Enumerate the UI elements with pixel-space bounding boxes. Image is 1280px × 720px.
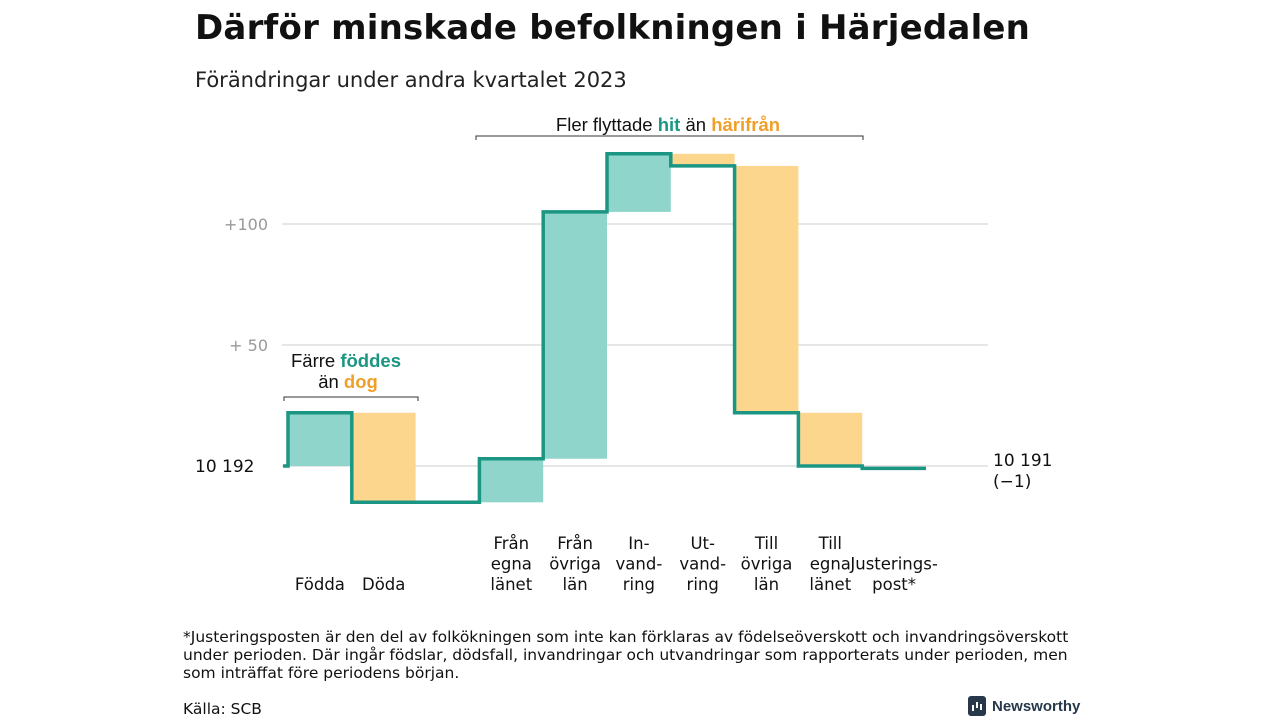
waterfall-chart: +100 + 50 10 192 10 191(−1) Födda Döda Från egn…: [195, 114, 1052, 594]
end-value-label: 10 191: [993, 451, 1052, 471]
category-label: post*: [872, 575, 916, 594]
category-label: Födda: [295, 575, 345, 594]
category-label: egna: [491, 555, 532, 574]
category-label: länet: [809, 575, 851, 594]
outflow-bar: [670, 153, 735, 166]
chart-subtitle: Förändringar under andra kvartalet 2023: [195, 68, 627, 92]
migration-annotation: Fler flyttade hit än härifrån: [556, 114, 780, 135]
category-label: övriga: [741, 555, 793, 574]
chart-title: Därför minskade befolkningen i Härjedale…: [195, 8, 1031, 48]
population-step-line: [283, 152, 926, 505]
category-label: län: [563, 575, 588, 594]
inflow-bar: [607, 153, 671, 212]
footnote: *Justeringsposten är den del av folkökni…: [183, 628, 1069, 682]
source-note: Källa: SCB: [183, 700, 262, 718]
category-label: Justerings-: [849, 555, 937, 574]
category-label: ring: [687, 575, 719, 594]
category-label: län: [754, 575, 779, 594]
category-label: Från: [493, 534, 529, 553]
category-label: vand-: [679, 555, 726, 574]
category-label: länet: [490, 575, 532, 594]
births-annotation-line2-part: dog: [344, 371, 378, 392]
category-label: In-: [628, 534, 649, 553]
category-label: egna: [810, 555, 851, 574]
category-label: ring: [623, 575, 655, 594]
inflow-bar: [543, 211, 607, 459]
outflow-bar: [351, 412, 416, 503]
births-annotation-line2: än dog: [318, 371, 378, 392]
newsworthy-icon: [968, 696, 986, 716]
category-label: övriga: [549, 555, 601, 574]
births-bracket: [283, 396, 419, 401]
category-label: Från: [557, 534, 593, 553]
y-tick-label: + 50: [229, 336, 268, 355]
category-label: Ut-: [690, 534, 715, 553]
y-tick-label: +100: [224, 215, 268, 234]
migration-bracket: [475, 135, 864, 140]
migration-annotation-part: härifrån: [711, 114, 780, 135]
inflow-bar: [288, 412, 352, 466]
brand-name: Newsworthy: [992, 697, 1081, 715]
migration-annotation-part: hit: [658, 114, 681, 135]
category-label: vand-: [616, 555, 663, 574]
births-annotation-line2-part: än: [318, 371, 344, 392]
births-annotation-line1-part: Färre: [291, 350, 340, 371]
migration-annotation-part: Fler flyttade: [556, 114, 658, 135]
category-label: Till: [818, 534, 842, 553]
inflow-bar: [479, 458, 544, 503]
births-annotation-line1-part: föddes: [340, 350, 401, 371]
outflow-bar: [734, 165, 799, 413]
category-label: Döda: [362, 575, 405, 594]
births-annotation-line1: Färre föddes: [291, 350, 401, 371]
start-value-label: 10 192: [195, 457, 254, 477]
category-label: Till: [754, 534, 778, 553]
end-change-label: (−1): [993, 472, 1031, 492]
outflow-bar: [798, 412, 863, 466]
brand-logo: Newsworthy: [968, 696, 1080, 716]
migration-annotation-part: än: [680, 114, 711, 135]
